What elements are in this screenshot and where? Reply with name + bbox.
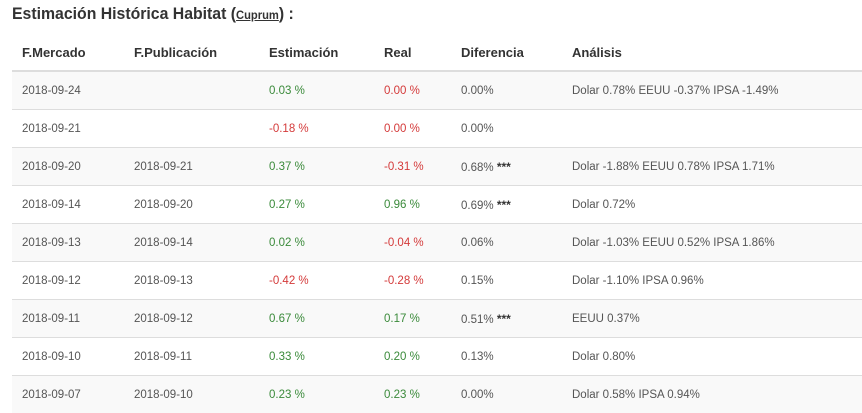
cell-real: -0.31 % [374,148,451,186]
cell-f-publicacion: 2018-09-21 [124,148,259,186]
cell-estimacion: 0.23 % [259,376,374,413]
cell-real: 0.23 % [374,376,451,413]
cell-f-mercado: 2018-09-14 [12,186,124,224]
cell-f-mercado: 2018-09-12 [12,262,124,300]
cell-f-publicacion: 2018-09-11 [124,338,259,376]
cell-estimacion: 0.27 % [259,186,374,224]
table-row: 2018-09-24 0.03 %0.00 % 0.00% Dolar 0.78% E… [12,71,862,110]
diferencia-value: 0.15% [461,275,494,287]
diferencia-value: 0.13% [461,351,494,363]
cell-analisis: Dolar 0.78% EEUU -0.37% IPSA -1.49% [562,71,862,110]
cell-diferencia: 0.69% *** [451,186,562,224]
cell-real: -0.04 % [374,224,451,262]
diferencia-value: 0.06% [461,237,494,249]
cell-analisis: Dolar 0.58% IPSA 0.94% [562,376,862,413]
cell-estimacion: 0.67 % [259,300,374,338]
cell-f-mercado: 2018-09-07 [12,376,124,413]
col-f-mercado: F.Mercado [12,34,124,71]
significance-stars: *** [497,160,511,174]
cell-f-publicacion: 2018-09-12 [124,300,259,338]
cell-estimacion: 0.37 % [259,148,374,186]
cell-analisis: Dolar 0.80% [562,338,862,376]
cell-estimacion: -0.18 % [259,110,374,148]
cell-f-publicacion [124,110,259,148]
cell-real: 0.00 % [374,110,451,148]
cell-analisis: Dolar -1.88% EEUU 0.78% IPSA 1.71% [562,148,862,186]
diferencia-value: 0.68% [461,162,494,174]
cell-f-publicacion: 2018-09-10 [124,376,259,413]
cell-diferencia: 0.51% *** [451,300,562,338]
cell-f-mercado: 2018-09-20 [12,148,124,186]
cell-f-publicacion [124,71,259,110]
cuprum-link[interactable]: Cuprum [236,8,279,22]
cell-f-mercado: 2018-09-10 [12,338,124,376]
table-row: 2018-09-21 -0.18 %0.00 % 0.00% [12,110,862,148]
page-title-text: Estimación Histórica Habitat [12,4,226,23]
cell-diferencia: 0.00% [451,71,562,110]
cell-analisis [562,110,862,148]
table-header-row: F.Mercado F.Publicación Estimación Real … [12,34,862,71]
cell-real: -0.28 % [374,262,451,300]
cell-analisis: Dolar -1.10% IPSA 0.96% [562,262,862,300]
cell-estimacion: 0.03 % [259,71,374,110]
cell-real: 0.00 % [374,71,451,110]
cell-diferencia: 0.06% [451,224,562,262]
cell-diferencia: 0.13% [451,338,562,376]
cell-f-mercado: 2018-09-11 [12,300,124,338]
historical-estimation-table: F.Mercado F.Publicación Estimación Real … [12,34,862,413]
cell-real: 0.17 % [374,300,451,338]
diferencia-value: 0.00% [461,389,494,401]
cell-diferencia: 0.00% [451,110,562,148]
cell-f-mercado: 2018-09-21 [12,110,124,148]
cell-f-publicacion: 2018-09-14 [124,224,259,262]
cell-f-publicacion: 2018-09-20 [124,186,259,224]
table-body: 2018-09-24 0.03 %0.00 % 0.00% Dolar 0.78% E… [12,71,862,413]
page-title: Estimación Histórica Habitat (Cuprum) : [12,4,294,30]
cell-f-publicacion: 2018-09-13 [124,262,259,300]
diferencia-value: 0.00% [461,123,494,135]
title-close: ) : [279,4,294,23]
cell-analisis: Dolar -1.03% EEUU 0.52% IPSA 1.86% [562,224,862,262]
cell-analisis: EEUU 0.37% [562,300,862,338]
col-diferencia: Diferencia [451,34,562,71]
col-real: Real [374,34,451,71]
cell-analisis: Dolar 0.72% [562,186,862,224]
col-estimacion: Estimación [259,34,374,71]
cell-f-mercado: 2018-09-13 [12,224,124,262]
cell-diferencia: 0.68% *** [451,148,562,186]
col-analisis: Análisis [562,34,862,71]
cell-estimacion: 0.02 % [259,224,374,262]
cell-estimacion: 0.33 % [259,338,374,376]
diferencia-value: 0.69% [461,200,494,212]
cell-real: 0.20 % [374,338,451,376]
cell-diferencia: 0.00% [451,376,562,413]
significance-stars: *** [497,312,511,326]
diferencia-value: 0.00% [461,85,494,97]
col-f-publicacion: F.Publicación [124,34,259,71]
significance-stars: *** [497,198,511,212]
cell-diferencia: 0.15% [451,262,562,300]
cell-real: 0.96 % [374,186,451,224]
diferencia-value: 0.51% [461,314,494,326]
cell-f-mercado: 2018-09-24 [12,71,124,110]
cell-estimacion: -0.42 % [259,262,374,300]
